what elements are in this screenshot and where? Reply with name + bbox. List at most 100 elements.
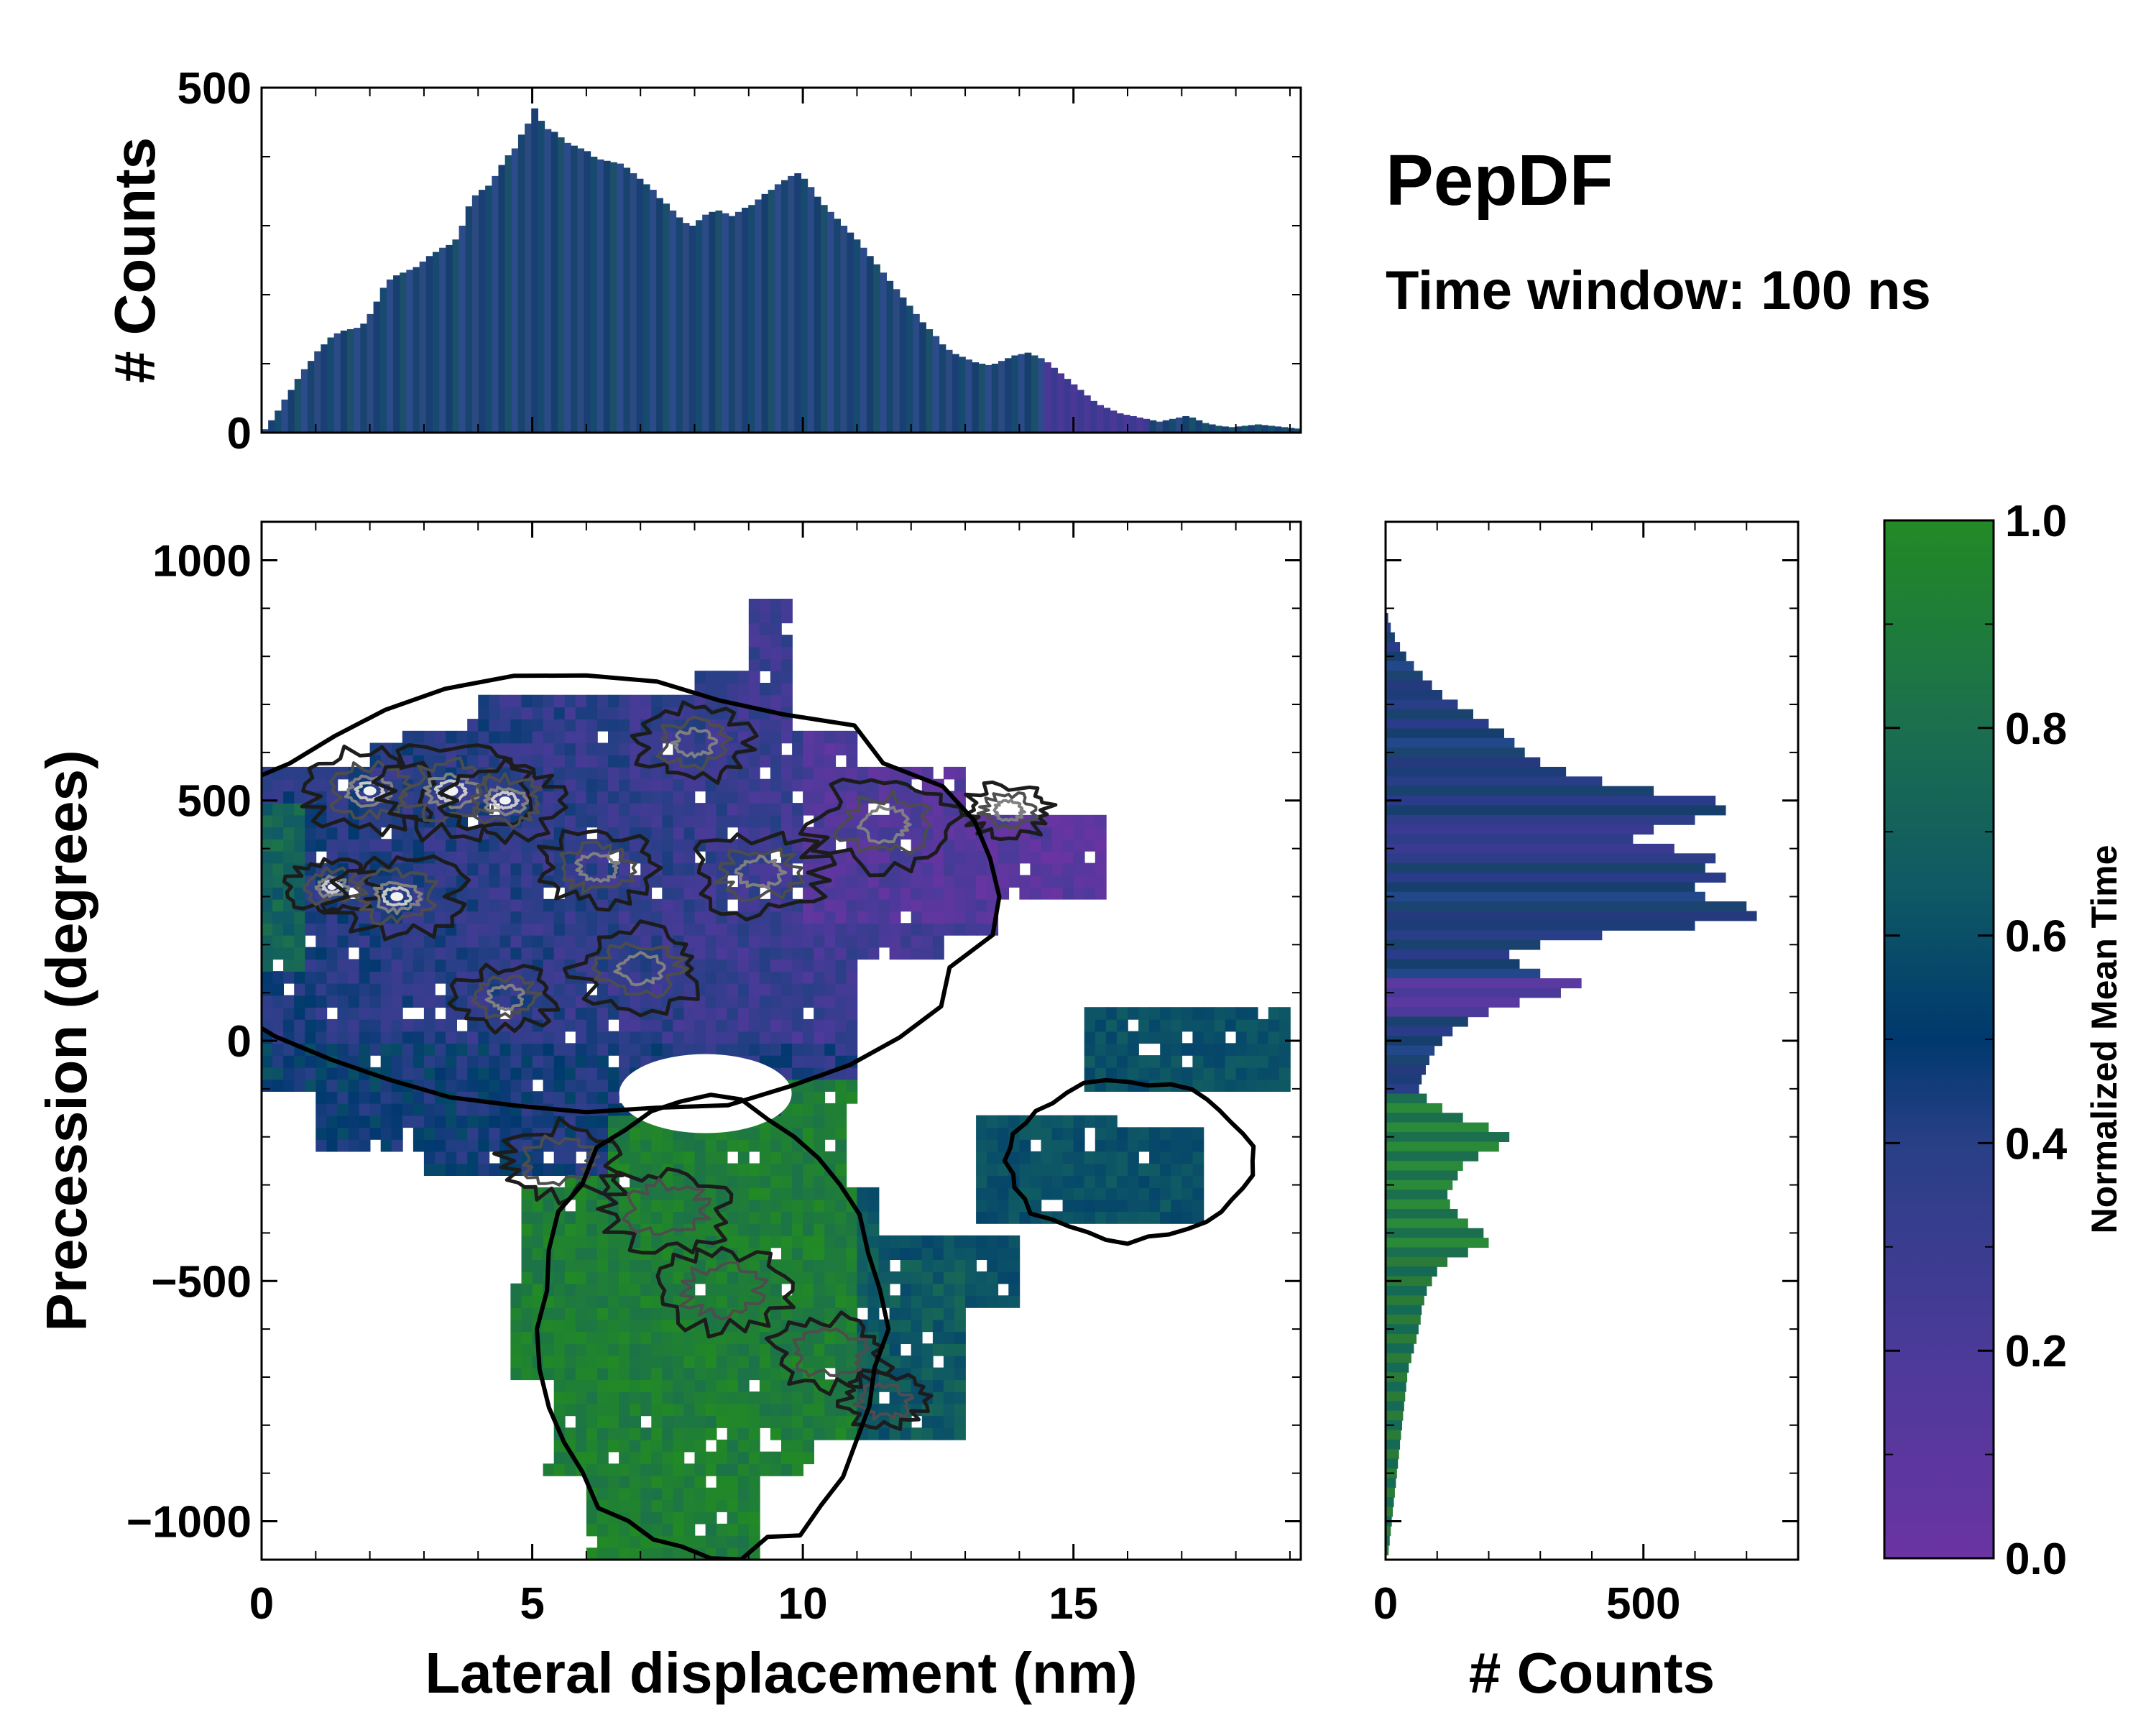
heatmap-cell — [998, 1271, 1010, 1284]
right-xtick-label: 500 — [1606, 1579, 1680, 1629]
heatmap-cell — [683, 1535, 696, 1549]
heatmap-cell — [803, 1439, 814, 1453]
heatmap-cell — [792, 803, 803, 816]
heatmap-cell — [305, 971, 317, 984]
heatmap-cell — [1160, 1127, 1172, 1140]
heatmap-cell — [932, 1247, 944, 1260]
heatmap-cell — [748, 1427, 760, 1440]
right-histogram-bar — [1386, 911, 1757, 921]
heatmap-cell — [1160, 1043, 1172, 1056]
heatmap-cell — [662, 911, 674, 924]
heatmap-cell — [348, 1079, 360, 1092]
heatmap-cell — [792, 1055, 803, 1068]
heatmap-cell — [1095, 875, 1107, 888]
heatmap-cell — [640, 1427, 653, 1440]
heatmap-cell — [1105, 1055, 1118, 1068]
heatmap-cell — [781, 934, 793, 948]
heatmap-cell — [630, 1043, 641, 1056]
heatmap-cell — [532, 1247, 544, 1260]
heatmap-cell — [737, 1127, 750, 1140]
heatmap-cell — [1095, 1127, 1107, 1140]
top-histogram-bar — [386, 279, 394, 433]
heatmap-cell — [998, 1247, 1010, 1260]
heatmap-cell — [803, 1247, 814, 1260]
top-histogram-bar — [1090, 400, 1097, 433]
heatmap-cell — [846, 1223, 858, 1236]
heatmap-cell — [413, 971, 425, 984]
heatmap-cell — [781, 778, 793, 792]
heatmap-cell — [499, 995, 512, 1008]
heatmap-cell — [575, 1451, 587, 1465]
heatmap-cell — [803, 1127, 814, 1140]
heatmap-cell — [814, 1007, 826, 1020]
heatmap-cell — [932, 827, 944, 840]
heatmap-cell — [651, 1379, 663, 1392]
heatmap-cell — [521, 1343, 533, 1356]
heatmap-cell — [683, 1523, 696, 1537]
heatmap-cell — [1008, 1211, 1021, 1224]
heatmap-cell — [543, 1355, 555, 1368]
heatmap-cell — [553, 1091, 566, 1104]
heatmap-cell — [586, 1367, 598, 1381]
heatmap-cell — [683, 898, 696, 912]
heatmap-cell — [402, 1018, 414, 1032]
heatmap-cell — [694, 671, 706, 684]
heatmap-cell — [803, 1295, 814, 1308]
heatmap-cell — [272, 1018, 284, 1032]
heatmap-cell — [748, 1476, 760, 1489]
heatmap-cell — [792, 1247, 803, 1260]
heatmap-cell — [651, 1427, 663, 1440]
colorbar-tick-label: 0.0 — [2005, 1535, 2067, 1584]
heatmap-cell — [630, 995, 641, 1008]
heatmap-cell — [954, 1235, 966, 1248]
heatmap-cell — [878, 1259, 890, 1272]
heatmap-cell — [543, 911, 555, 924]
heatmap-cell — [619, 1523, 630, 1537]
heatmap-cell — [662, 1271, 674, 1284]
heatmap-cell — [846, 1007, 858, 1020]
top-histogram-bar — [1136, 417, 1143, 433]
heatmap-cell — [651, 1235, 663, 1248]
heatmap-cell — [759, 803, 771, 816]
heatmap-cell — [586, 862, 598, 876]
heatmap-cell — [575, 1392, 587, 1404]
heatmap-cell — [846, 1259, 858, 1272]
heatmap-cell — [748, 983, 760, 996]
heatmap-cell — [456, 730, 468, 744]
density-contour — [613, 951, 666, 987]
heatmap-cell — [748, 622, 760, 635]
heatmap-cell — [716, 1403, 728, 1417]
heatmap-cell — [262, 934, 273, 948]
heatmap-cell — [391, 1103, 403, 1116]
heatmap-cell — [1019, 1211, 1031, 1224]
heatmap-cell — [596, 1271, 609, 1284]
heatmap-cell — [359, 1043, 371, 1056]
heatmap-cell — [619, 1392, 630, 1404]
heatmap-cell — [824, 1247, 837, 1260]
heatmap-cell — [889, 911, 901, 924]
heatmap-cell — [1181, 1007, 1194, 1020]
heatmap-cell — [608, 1535, 619, 1549]
heatmap-cell — [792, 1463, 803, 1476]
heatmap-cell — [932, 898, 944, 912]
top-ytick-label: 0 — [227, 409, 252, 459]
heatmap-cell — [770, 1427, 782, 1440]
right-histogram-bar — [1386, 1141, 1499, 1152]
heatmap-cell — [673, 1512, 685, 1524]
heatmap-cell — [532, 730, 544, 744]
heatmap-cell — [586, 742, 598, 755]
heatmap-cell — [792, 934, 803, 948]
heatmap-cell — [694, 1439, 706, 1453]
colorbar-ticks: 0.00.20.40.60.81.0 — [1884, 497, 2068, 1584]
heatmap-cell — [619, 1463, 630, 1476]
heatmap-cell — [673, 1031, 685, 1044]
heatmap-cell — [748, 610, 760, 624]
heatmap-cell — [1171, 1139, 1183, 1152]
heatmap-cell — [575, 1031, 587, 1044]
heatmap-cell — [553, 971, 566, 984]
heatmap-cell — [694, 1403, 706, 1417]
heatmap-cell — [521, 1211, 533, 1224]
top-histogram-bar — [945, 349, 953, 433]
heatmap-cell — [619, 1307, 630, 1320]
heatmap-cell — [792, 1163, 803, 1176]
